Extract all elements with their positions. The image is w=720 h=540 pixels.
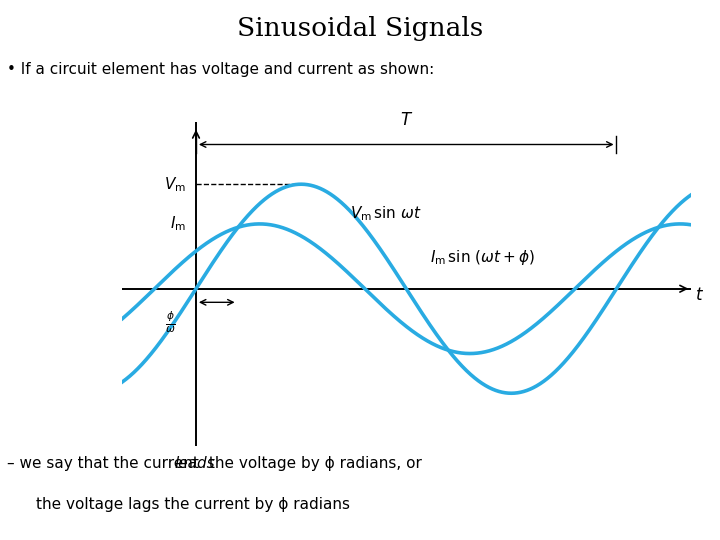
Text: – we say that the current: – we say that the current [7, 456, 204, 471]
Text: $\frac{\phi}{\omega}$: $\frac{\phi}{\omega}$ [165, 309, 176, 335]
Text: $V_\mathrm{m}$: $V_\mathrm{m}$ [164, 175, 186, 193]
Text: Sinusoidal Signals: Sinusoidal Signals [237, 16, 483, 41]
Text: leads: leads [174, 456, 215, 471]
Text: • If a circuit element has voltage and current as shown:: • If a circuit element has voltage and c… [7, 62, 434, 77]
Text: $I_\mathrm{m}$: $I_\mathrm{m}$ [170, 214, 186, 233]
Text: $T$: $T$ [400, 111, 413, 129]
Text: $t$: $t$ [695, 286, 703, 304]
Text: the voltage by ϕ radians, or: the voltage by ϕ radians, or [204, 456, 423, 471]
Text: $V_\mathrm{m}\,\sin\,\omega t$: $V_\mathrm{m}\,\sin\,\omega t$ [350, 204, 422, 223]
Text: the voltage lags the current by ϕ radians: the voltage lags the current by ϕ radian… [36, 497, 350, 512]
Text: $I_\mathrm{m}\,\sin\,(\omega t + \phi)$: $I_\mathrm{m}\,\sin\,(\omega t + \phi)$ [431, 248, 535, 267]
